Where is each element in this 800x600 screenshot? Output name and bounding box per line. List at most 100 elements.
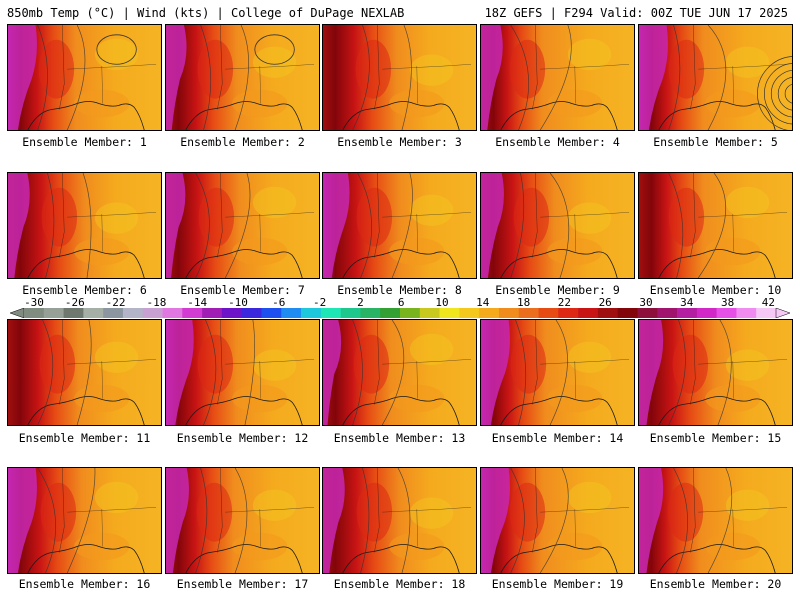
colorbar-swatch [182, 308, 203, 318]
colorbar-swatch [597, 308, 618, 318]
ensemble-map-panel [322, 467, 477, 574]
colorbar-swatch [558, 308, 579, 318]
colorbar-swatch [202, 308, 223, 318]
colorbar-swatch [142, 308, 163, 318]
ensemble-map-panel [480, 467, 635, 574]
colorbar-swatch [400, 308, 421, 318]
ensemble-map-panel [638, 319, 793, 426]
colorbar-swatch [241, 308, 262, 318]
ensemble-map-panel [165, 467, 320, 574]
colorbar-tick-label: 22 [557, 296, 572, 309]
colorbar-swatch [103, 308, 124, 318]
colorbar-swatch [716, 308, 737, 318]
colorbar-swatch [637, 308, 658, 318]
colorbar-tick-label: -6 [272, 296, 286, 309]
ensemble-member-label: Ensemble Member: 19 [491, 577, 624, 591]
colorbar-swatch [122, 308, 144, 318]
colorbar-swatch [419, 308, 440, 318]
colorbar-swatch [320, 308, 341, 318]
ensemble-member-label: Ensemble Member: 3 [337, 135, 462, 149]
colorbar-swatch [498, 308, 520, 318]
ensemble-member-label: Ensemble Member: 15 [649, 431, 782, 445]
colorbar-swatch [281, 308, 302, 318]
colorbar-swatch [360, 308, 381, 318]
colorbar-swatch [617, 308, 638, 318]
colorbar-swatch [538, 308, 559, 318]
colorbar-tick-label: 34 [680, 296, 694, 309]
ensemble-map-panel [322, 172, 477, 279]
ensemble-map-panel [322, 319, 477, 426]
colorbar-tick-label: 26 [598, 296, 612, 309]
ensemble-map-panel [7, 172, 162, 279]
ensemble-member-label: Ensemble Member: 8 [337, 283, 462, 297]
ensemble-member-label: Ensemble Member: 11 [18, 431, 151, 445]
ensemble-map-panel [638, 172, 793, 279]
ensemble-member-label: Ensemble Member: 2 [180, 135, 305, 149]
colorbar-tick-label: 42 [761, 296, 776, 309]
ensemble-member-label: Ensemble Member: 9 [495, 283, 620, 297]
colorbar-swatch [24, 308, 45, 318]
colorbar-tick-label: 38 [720, 296, 735, 309]
colorbar-max-arrow [775, 308, 790, 318]
ensemble-map-panel [322, 24, 477, 131]
colorbar-tick-label: 18 [516, 296, 531, 309]
colorbar-swatch [479, 308, 500, 318]
ensemble-map-panel [480, 24, 635, 131]
colorbar-swatch [380, 308, 401, 318]
colorbar-swatch [518, 308, 539, 318]
colorbar-swatch [736, 308, 757, 318]
colorbar-swatch [261, 308, 282, 318]
colorbar-swatch [696, 308, 717, 318]
colorbar-tick-label: -18 [146, 296, 167, 309]
ensemble-member-label: Ensemble Member: 17 [176, 577, 309, 591]
colorbar-tick-label: -14 [187, 296, 208, 309]
ensemble-member-label: Ensemble Member: 14 [491, 431, 624, 445]
ensemble-map-panel [480, 172, 635, 279]
ensemble-member-label: Ensemble Member: 1 [22, 135, 147, 149]
colorbar-swatch [756, 308, 777, 318]
colorbar-swatch [43, 308, 64, 318]
ensemble-member-label: Ensemble Member: 4 [495, 135, 620, 149]
ensemble-member-label: Ensemble Member: 10 [649, 283, 782, 297]
ensemble-member-label: Ensemble Member: 5 [653, 135, 778, 149]
ensemble-member-label: Ensemble Member: 20 [649, 577, 782, 591]
colorbar-swatch [340, 308, 361, 318]
colorbar-swatch [578, 308, 599, 318]
ensemble-map-panel [165, 172, 320, 279]
colorbar-swatch [221, 308, 242, 318]
ensemble-member-label: Ensemble Member: 6 [22, 283, 147, 297]
colorbar-tick-label: 14 [476, 296, 490, 309]
colorbar-swatch [63, 308, 84, 318]
colorbar-swatch [439, 308, 460, 318]
colorbar-tick-label: -2 [312, 296, 327, 309]
colorbar-swatch [459, 308, 480, 318]
ensemble-map-panel [7, 467, 162, 574]
temperature-colorbar [10, 308, 790, 318]
colorbar-tick-label: 6 [397, 296, 405, 309]
colorbar-tick-label: -30 [24, 296, 44, 309]
colorbar-swatch [657, 308, 678, 318]
map-title: 850mb Temp (°C) | Wind (kts) | College o… [7, 6, 405, 20]
colorbar-swatch [162, 308, 183, 318]
colorbar-tick-label: 2 [357, 296, 364, 309]
colorbar-swatch [677, 308, 698, 318]
colorbar-swatch [83, 308, 104, 318]
colorbar-tick-label: 10 [435, 296, 449, 309]
ensemble-map-panel [638, 24, 793, 131]
ensemble-member-label: Ensemble Member: 12 [176, 431, 309, 445]
valid-time: 18Z GEFS | F294 Valid: 00Z TUE JUN 17 20… [484, 6, 788, 20]
ensemble-member-label: Ensemble Member: 7 [180, 283, 305, 297]
colorbar-tick-label: -10 [228, 296, 248, 309]
colorbar-tick-label: -26 [64, 296, 85, 309]
colorbar-tick-label: 30 [639, 296, 653, 309]
ensemble-map-panel [165, 319, 320, 426]
colorbar-tick-label: -22 [105, 296, 126, 309]
ensemble-member-label: Ensemble Member: 16 [18, 577, 151, 591]
colorbar-min-arrow [10, 308, 25, 318]
ensemble-map-panel [7, 319, 162, 426]
colorbar-labels: -30 -26 -22 -18 -14 -10 -6 -2 2 6 10 14 18 22 26 30 34 38… [0, 296, 800, 309]
ensemble-member-label: Ensemble Member: 18 [333, 577, 466, 591]
ensemble-map-panel [638, 467, 793, 574]
ensemble-member-label: Ensemble Member: 13 [333, 431, 466, 445]
ensemble-map-panel [480, 319, 635, 426]
